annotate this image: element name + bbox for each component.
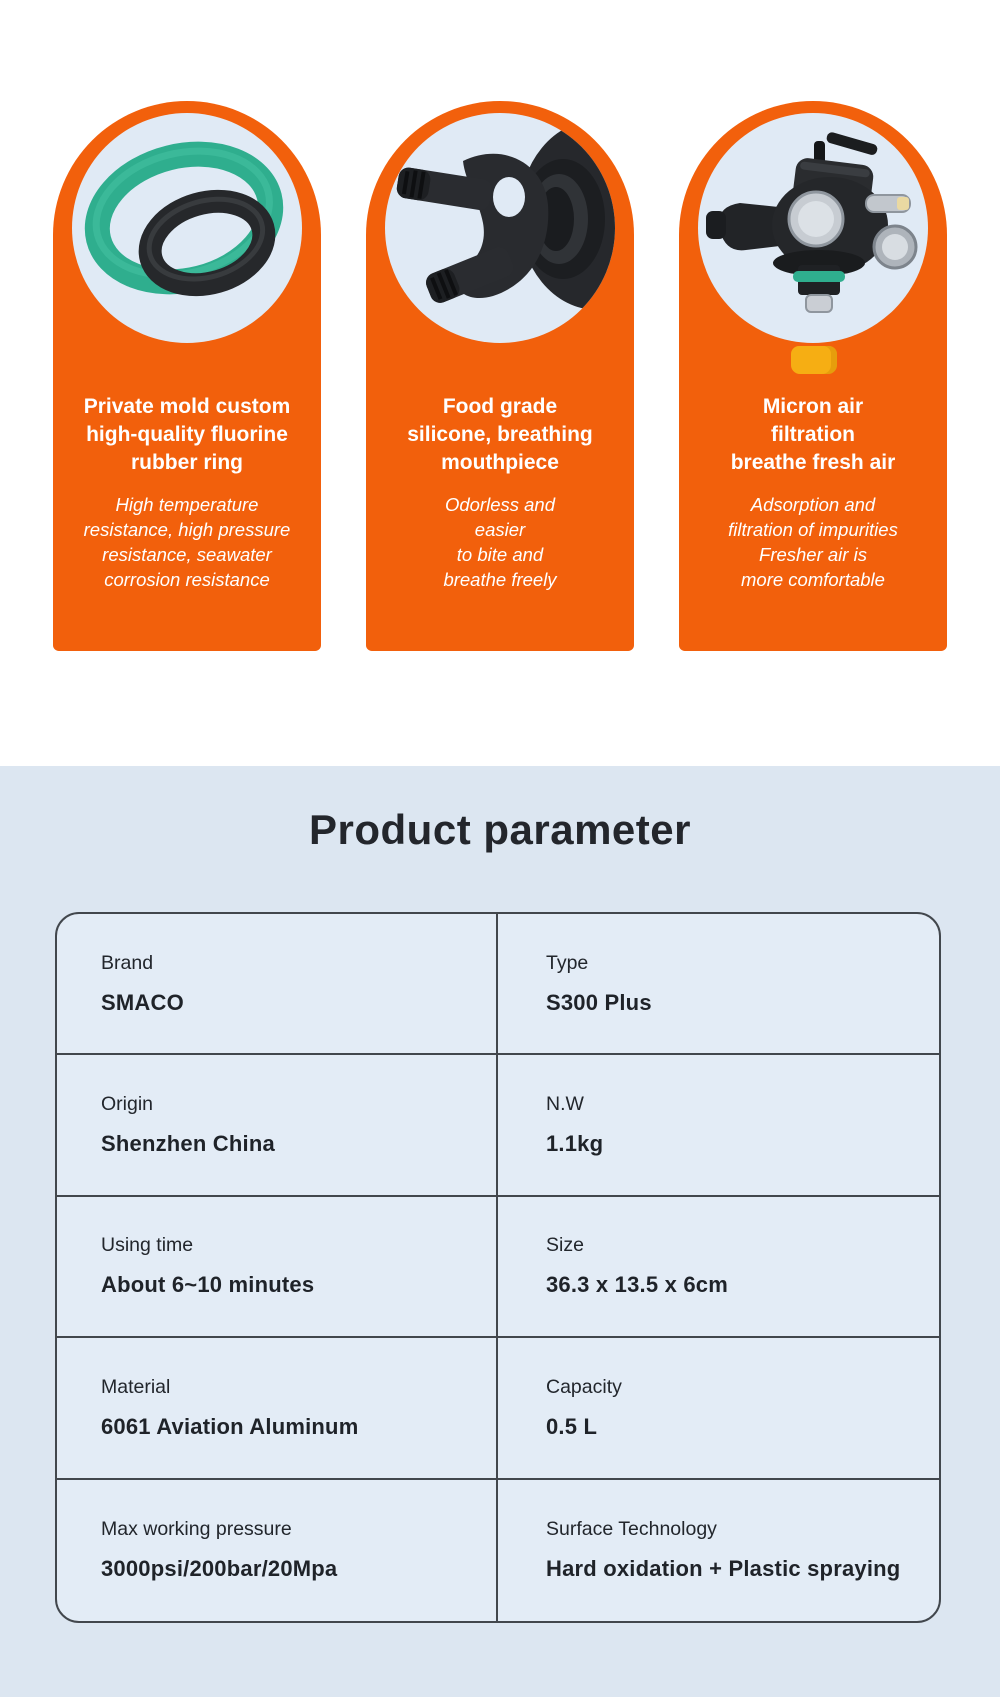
- param-label: Size: [546, 1234, 584, 1257]
- yellow-tank-neck-graphic: [791, 346, 837, 374]
- param-label: Using time: [101, 1234, 194, 1257]
- param-cell-brand: Brand SMACO: [57, 914, 498, 1054]
- param-label: Surface Technology: [546, 1518, 717, 1541]
- card-subtitle: Adsorption and filtration of impurities …: [728, 494, 898, 590]
- param-cell-capacity: Capacity 0.5 L: [498, 1338, 939, 1477]
- param-label: N.W: [546, 1093, 584, 1116]
- param-value: 1.1kg: [546, 1131, 604, 1157]
- table-row: Using time About 6~10 minutes Size 36.3 …: [57, 1196, 939, 1339]
- param-cell-surface-technology: Surface Technology Hard oxidation + Plas…: [498, 1480, 939, 1621]
- parameter-table: Brand SMACO Type S300 Plus Origin Shenzh…: [55, 912, 941, 1623]
- param-value: SMACO: [101, 989, 184, 1015]
- param-value: About 6~10 minutes: [101, 1272, 315, 1298]
- product-parameter-heading: Product parameter: [309, 806, 691, 853]
- param-value: 3000psi/200bar/20Mpa: [101, 1556, 338, 1582]
- card-title: Private mold custom high-quality fluorin…: [83, 395, 291, 474]
- param-cell-origin: Origin Shenzhen China: [57, 1055, 498, 1195]
- silicone-mouthpiece-photo: [396, 120, 615, 310]
- param-value: S300 Plus: [546, 989, 652, 1015]
- table-row: Origin Shenzhen China N.W 1.1kg: [57, 1055, 939, 1197]
- card-title: Food grade silicone, breathing mouthpiec…: [407, 395, 593, 474]
- param-cell-size: Size 36.3 x 13.5 x 6cm: [498, 1197, 939, 1336]
- card-subtitle: High temperature resistance, high pressu…: [83, 494, 291, 590]
- fluorine-rubber-rings-photo: [84, 141, 284, 297]
- param-value: Hard oxidation + Plastic spraying: [546, 1556, 901, 1582]
- feature-card-air-filtration: Micron air filtration breathe fresh air …: [679, 101, 947, 651]
- table-row: Material 6061 Aviation Aluminum Capacity…: [57, 1338, 939, 1480]
- product-parameter-section: Product parameter Brand SMACO Type S300 …: [0, 766, 1000, 1697]
- air-filtration-regulator-photo: [706, 132, 918, 313]
- feature-card-mouthpiece: Food grade silicone, breathing mouthpiec…: [366, 101, 634, 651]
- card-title: Micron air filtration breathe fresh air: [730, 395, 896, 474]
- param-cell-type: Type S300 Plus: [498, 914, 939, 1053]
- param-value: 0.5 L: [546, 1413, 598, 1439]
- table-row: Brand SMACO Type S300 Plus: [57, 914, 939, 1056]
- param-label: Capacity: [546, 1375, 622, 1398]
- param-cell-material: Material 6061 Aviation Aluminum: [57, 1338, 498, 1478]
- product-photo-circle: [385, 113, 615, 343]
- param-value: 36.3 x 13.5 x 6cm: [546, 1272, 728, 1298]
- param-value: 6061 Aviation Aluminum: [101, 1413, 359, 1439]
- card-subtitle: Odorless and easier to bite and breathe …: [443, 494, 557, 590]
- param-label: Type: [546, 951, 589, 974]
- param-label: Max working pressure: [101, 1518, 292, 1541]
- param-value: Shenzhen China: [101, 1131, 275, 1157]
- param-label: Brand: [101, 951, 154, 974]
- param-label: Material: [101, 1375, 171, 1398]
- feature-cards-section: Private mold custom high-quality fluorin…: [53, 101, 947, 651]
- param-cell-max-pressure: Max working pressure 3000psi/200bar/20Mp…: [57, 1479, 498, 1621]
- product-photo-circle: [698, 113, 928, 343]
- param-label: Origin: [101, 1093, 154, 1116]
- param-cell-using-time: Using time About 6~10 minutes: [57, 1196, 498, 1337]
- table-row: Max working pressure 3000psi/200bar/20Mp…: [57, 1479, 939, 1621]
- product-photo-circle: [72, 113, 302, 343]
- feature-card-rubber-ring: Private mold custom high-quality fluorin…: [53, 101, 321, 651]
- param-cell-net-weight: N.W 1.1kg: [498, 1055, 939, 1194]
